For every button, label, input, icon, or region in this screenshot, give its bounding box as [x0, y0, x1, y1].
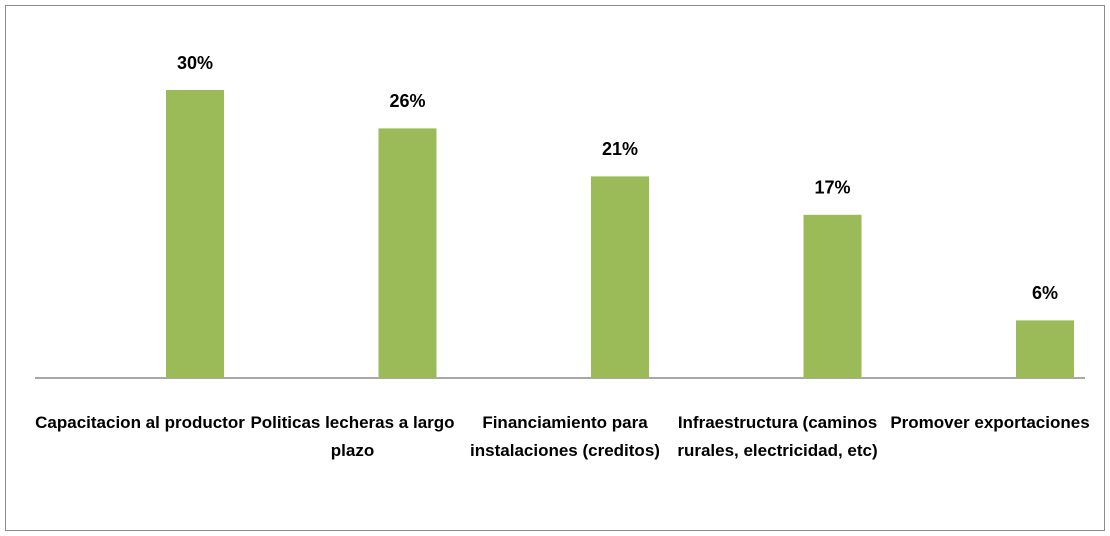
value-label: 17% [814, 178, 850, 198]
x-tick-label: Promover exportaciones [890, 413, 1090, 432]
bar [803, 214, 862, 378]
bar [166, 90, 224, 378]
x-tick-label: Politicas lecheras a largo plazo [250, 413, 455, 460]
value-label: 21% [602, 139, 638, 159]
value-label: 6% [1032, 283, 1058, 303]
plot: 30% 26% 21% 17% 6% [35, 53, 1085, 379]
x-tick-label: Capacitacion al productor [35, 413, 245, 432]
chart: 30% 26% 21% 17% 6% Capacitacion al productor… [5, 5, 1105, 531]
x-tick-label: Financiamiento para instalaciones (credi… [470, 413, 660, 460]
bar [591, 176, 649, 378]
x-tick-label: Infraestructura (caminos rurales, electr… [677, 413, 878, 460]
bar [378, 128, 437, 378]
value-label: 26% [389, 91, 425, 111]
value-label: 30% [177, 53, 213, 73]
bar [1016, 320, 1074, 378]
